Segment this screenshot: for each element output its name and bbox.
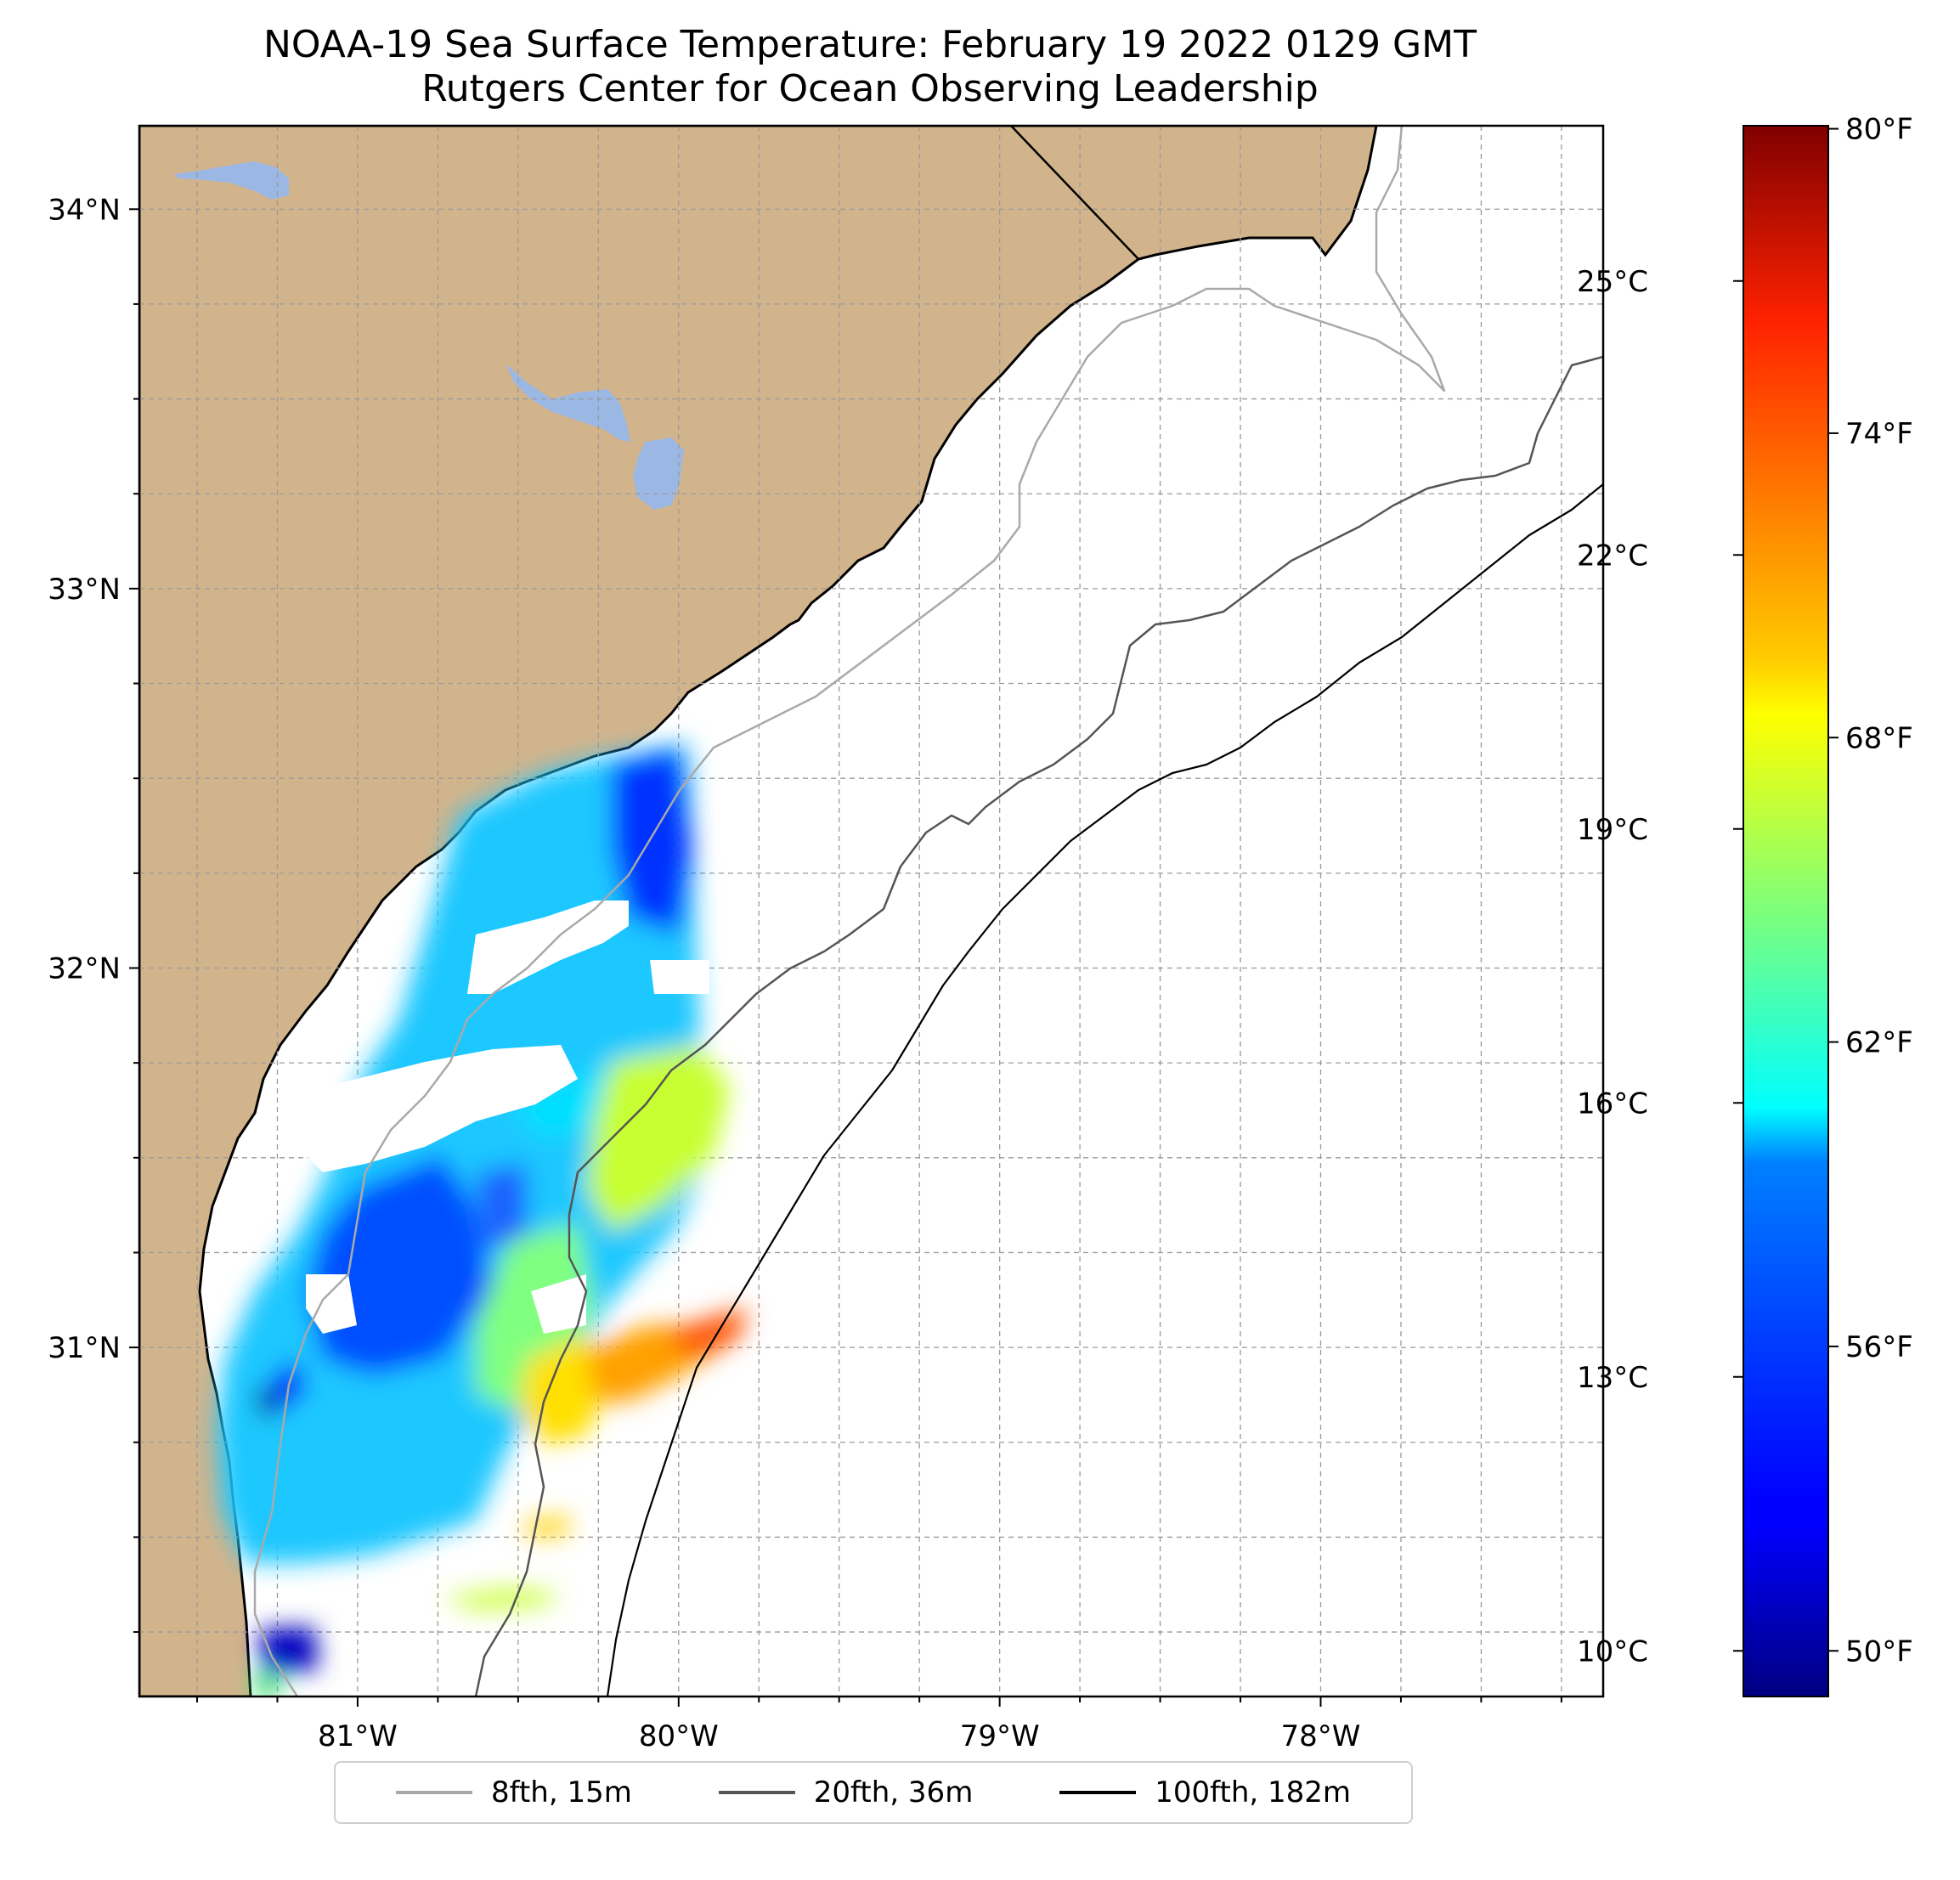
map-axis-labels: 81°W 80°W 79°W 78°W 34°N 33°N 32°N 31°N (48, 193, 1360, 1753)
legend-item-8fth: 8fth, 15m (395, 1776, 632, 1809)
colorbar-fahrenheit-label: 56°F (1845, 1330, 1913, 1364)
y-tick-label: 33°N (48, 573, 121, 607)
x-tick-label: 79°W (960, 1719, 1040, 1753)
colorbar-ticks (1733, 127, 1839, 1652)
legend-label: 8fth, 15m (490, 1776, 632, 1809)
chart-subtitle: Rutgers Center for Ocean Observing Leade… (421, 67, 1319, 110)
colorbar-fahrenheit-label: 62°F (1845, 1026, 1913, 1060)
lake (506, 364, 630, 442)
legend-item-100fth: 100fth, 182m (1059, 1776, 1351, 1809)
x-tick-label: 81°W (318, 1719, 398, 1753)
isobath-20fth (474, 355, 1603, 1697)
x-tick-label: 78°W (1281, 1719, 1361, 1753)
land-mass (139, 126, 1378, 1697)
colorbar-celsius-label: 16°C (1577, 1087, 1648, 1121)
legend-label: 100fth, 182m (1155, 1776, 1352, 1809)
y-tick-label: 32°N (48, 951, 121, 985)
colorbar-gradient (1743, 126, 1828, 1697)
legend-item-20fth: 20fth, 36m (718, 1776, 974, 1809)
colorbar-celsius-label: 13°C (1577, 1361, 1648, 1395)
map-frame (138, 124, 1605, 1698)
isobath-100fth (606, 483, 1603, 1697)
colorbar-labels: 10°C 13°C 16°C 19°C 22°C 25°C 50°F 56°F 62°F 68°F… (1577, 113, 1913, 1669)
chart-title: NOAA-19 Sea Surface Temperature: Februar… (263, 23, 1477, 66)
legend-label: 20fth, 36m (813, 1776, 974, 1809)
map-axis-ticks (129, 208, 1562, 1707)
state-border (1010, 126, 1139, 260)
y-tick-label: 34°N (48, 193, 121, 227)
colorbar-fahrenheit-label: 68°F (1845, 721, 1913, 755)
colorbar-celsius-label: 22°C (1577, 539, 1648, 573)
legend-swatch (718, 1791, 795, 1794)
y-tick-label: 31°N (48, 1331, 121, 1365)
isobath-8fth (253, 126, 1446, 1697)
lake (174, 161, 289, 200)
legend-swatch (1059, 1791, 1137, 1794)
colorbar-fahrenheit-label: 74°F (1845, 417, 1913, 451)
colorbar-frame (1743, 125, 1829, 1697)
colorbar-fahrenheit-label: 50°F (1845, 1634, 1913, 1668)
colorbar-celsius-label: 19°C (1577, 813, 1648, 847)
colorbar-celsius-label: 10°C (1577, 1634, 1648, 1668)
legend-swatch (395, 1791, 472, 1794)
isobath-legend: 8fth, 15m 20fth, 36m 100fth, 182m (334, 1761, 1413, 1824)
x-tick-label: 80°W (639, 1719, 719, 1753)
lake (633, 438, 684, 510)
colorbar-celsius-label: 25°C (1577, 265, 1648, 299)
colorbar-fahrenheit-label: 80°F (1845, 113, 1913, 147)
